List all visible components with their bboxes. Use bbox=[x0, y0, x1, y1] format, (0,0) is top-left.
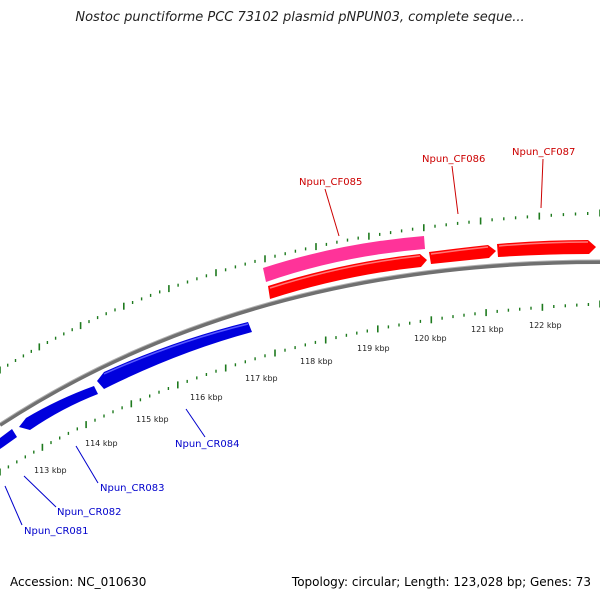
label-leader-line bbox=[185, 408, 206, 438]
accession-label: Accession: NC_010630 bbox=[10, 575, 147, 589]
forward-gene-track bbox=[263, 236, 596, 299]
reverse-gene-labels: Npun_CR084 Npun_CR083 Npun_CR082 Npun_CR… bbox=[4, 408, 240, 537]
tick-label: 116 kbp bbox=[190, 393, 223, 402]
gene-label-npun-cf086[interactable]: Npun_CF086 bbox=[422, 154, 485, 165]
plasmid-backbone bbox=[0, 260, 600, 427]
label-leader-line bbox=[324, 188, 340, 237]
gene-label-npun-cf085[interactable]: Npun_CF085 bbox=[299, 177, 362, 188]
tick-label: 119 kbp bbox=[357, 344, 390, 353]
tick-label: 118 kbp bbox=[300, 357, 333, 366]
tick-label: 113 kbp bbox=[34, 466, 67, 475]
sequence-summary: Topology: circular; Length: 123,028 bp; … bbox=[291, 575, 591, 589]
gene-label-npun-cf087[interactable]: Npun_CF087 bbox=[512, 147, 575, 158]
tick-label: 114 kbp bbox=[85, 439, 118, 448]
gene-arrow-npun-cr083[interactable] bbox=[97, 322, 252, 389]
tick-labels: 113 kbp 114 kbp 115 kbp 116 kbp 117 kbp … bbox=[34, 321, 562, 475]
gene-arrow-cr-highlight bbox=[103, 323, 249, 375]
map-title: Nostoc punctiforme PCC 73102 plasmid pNP… bbox=[75, 10, 525, 25]
label-leader-line bbox=[540, 158, 544, 209]
gene-arrow-npun-cr081[interactable] bbox=[0, 429, 17, 449]
tick-label: 115 kbp bbox=[136, 415, 169, 424]
tick-label: 121 kbp bbox=[471, 325, 504, 334]
gene-arrow-npun-cf086[interactable] bbox=[429, 245, 496, 264]
tick-label: 122 kbp bbox=[529, 321, 562, 330]
gene-label-npun-cr083[interactable]: Npun_CR083 bbox=[100, 483, 165, 494]
gene-arrow-npun-cf085-lower[interactable] bbox=[268, 254, 427, 299]
label-leader-line bbox=[23, 475, 57, 508]
label-leader-line bbox=[4, 485, 23, 526]
plasmid-backbone-highlight bbox=[0, 259, 600, 424]
gene-arrow-npun-cf085[interactable] bbox=[263, 236, 425, 282]
label-leader-line bbox=[451, 165, 459, 215]
inner-tick-marks bbox=[0, 300, 600, 476]
reverse-gene-track bbox=[0, 322, 252, 449]
tick-label: 117 kbp bbox=[245, 374, 278, 383]
tick-label: 120 kbp bbox=[414, 334, 447, 343]
label-leader-line bbox=[75, 445, 99, 484]
gene-label-npun-cr082[interactable]: Npun_CR082 bbox=[57, 507, 122, 518]
gene-label-npun-cr084[interactable]: Npun_CR084 bbox=[175, 439, 240, 450]
gene-arrow-npun-cr082[interactable] bbox=[19, 386, 98, 430]
gene-label-npun-cr081[interactable]: Npun_CR081 bbox=[24, 526, 89, 537]
forward-gene-labels: Npun_CF085 Npun_CF086 Npun_CF087 bbox=[299, 147, 575, 237]
gene-arrow-cf-highlight bbox=[269, 241, 589, 289]
outer-tick-marks bbox=[0, 209, 600, 374]
